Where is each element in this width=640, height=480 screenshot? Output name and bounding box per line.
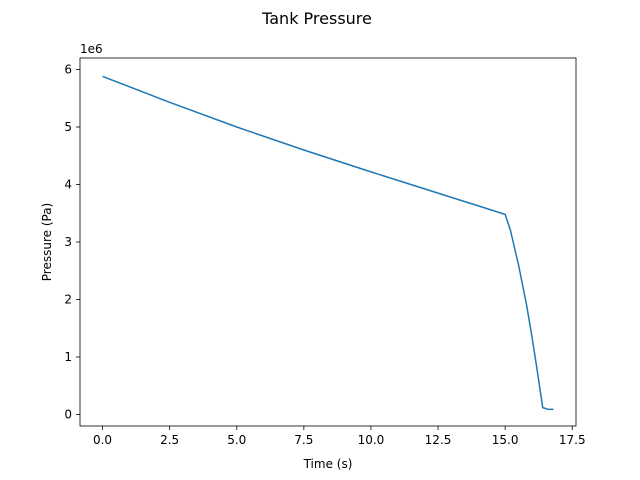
x-axis-label: Time (s): [303, 457, 353, 471]
x-tick-label: 0.0: [93, 433, 112, 447]
chart-title: Tank Pressure: [261, 9, 372, 28]
pressure-line: [102, 75, 554, 411]
y-tick-label: 1: [64, 350, 72, 364]
plot-frame: [79, 57, 577, 427]
x-tick-label: 2.5: [160, 433, 179, 447]
plot-area: [102, 75, 554, 411]
y-tick-label: 3: [64, 235, 72, 249]
y-axis-ticks: 0 1 2 3 4 5 6: [64, 63, 80, 422]
x-tick-label: 17.5: [559, 433, 586, 447]
x-tick-label: 12.5: [425, 433, 452, 447]
y-tick-label: 6: [64, 63, 72, 77]
x-axis-ticks: 0.0 2.5 5.0 7.5 10.0 12.5 15.0 17.5: [93, 426, 586, 447]
x-tick-label: 10.0: [358, 433, 385, 447]
y-tick-label: 2: [64, 293, 72, 307]
y-tick-label: 4: [64, 178, 72, 192]
y-tick-label: 0: [64, 408, 72, 422]
x-tick-label: 7.5: [294, 433, 313, 447]
y-tick-label: 5: [64, 120, 72, 134]
y-axis-label: Pressure (Pa): [40, 203, 54, 281]
y-offset-label: 1e6: [80, 42, 103, 56]
x-tick-label: 15.0: [492, 433, 519, 447]
x-tick-label: 5.0: [227, 433, 246, 447]
